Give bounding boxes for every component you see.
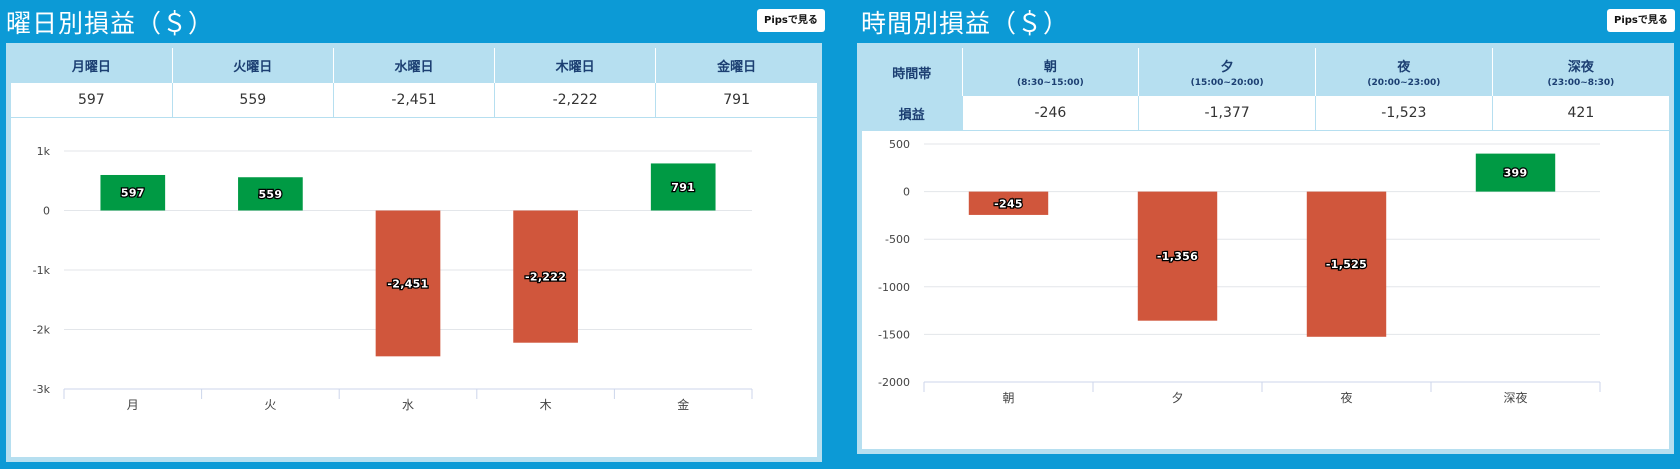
timeband-row-header: 時間帯: [862, 48, 962, 96]
timeband-header-row: 時間帯 朝 (8:30~15:00) 夕 (15:00~20:00) 夜 (20…: [862, 48, 1669, 96]
timeband-header-latenight-label: 深夜: [1567, 60, 1594, 75]
timeband-header-night-label: 夜: [1397, 60, 1411, 75]
timeband-header-night: 夜 (20:00~23:00): [1315, 48, 1493, 96]
timeband-bar-chart: 500 0 -500 -1000 -1500 -2000 -245 朝 -1,356 夕 -1,52…: [878, 138, 1601, 405]
timeband-ytick-label: -1500: [878, 328, 910, 341]
timeband-category-label: 夜: [1340, 390, 1352, 405]
timeband-data-label: 399: [1504, 167, 1528, 180]
weekday-category-label: 火: [264, 398, 276, 412]
timeband-ytick-label: -500: [885, 233, 910, 246]
timeband-category-label: 深夜: [1503, 390, 1527, 405]
timeband-data-label: -1,525: [1326, 258, 1367, 271]
timeband-ytick-label: -1000: [878, 281, 910, 294]
timeband-bar: [968, 191, 1049, 215]
weekday-title: 曜日別損益（＄）: [6, 9, 215, 38]
timeband-data-label: -245: [994, 197, 1023, 210]
timeband-ytick-label: 500: [889, 138, 910, 151]
weekday-ytick-label: -1k: [33, 264, 51, 277]
timeband-header-evening: 夕 (15:00~20:00): [1138, 48, 1316, 96]
weekday-category-label: 月: [127, 398, 139, 412]
timeband-bar: [1137, 191, 1218, 321]
weekday-data-label: 791: [671, 181, 695, 194]
timeband-category-label: 朝: [1002, 391, 1014, 405]
timeband-header-morning-range: (8:30~15:00): [1016, 78, 1084, 88]
weekday-ytick-label: 0: [43, 205, 50, 218]
weekday-value-tue: 559: [171, 83, 334, 118]
weekday-ytick-label: 1k: [37, 145, 51, 158]
weekday-card: 月曜日 火曜日 水曜日 木曜日 金曜日 597 559 -2,451 -2,22…: [6, 43, 822, 462]
weekday-header-tue: 火曜日: [171, 48, 334, 83]
weekday-bar: [100, 174, 166, 211]
weekday-category-label: 木: [540, 398, 552, 412]
weekday-data-label: -2,222: [525, 271, 566, 284]
weekday-bar: [375, 210, 441, 357]
weekday-value-wed: -2,451: [332, 83, 495, 118]
timeband-bar: [1306, 191, 1387, 337]
timeband-value-evening: -1,377: [1138, 96, 1316, 131]
weekday-bar-chart: 1k 0 -1k -2k -3k 597 月 559 火 -2,451 水 -2,222 木 791 金: [33, 145, 753, 412]
timeband-header-night-range: (20:00~23:00): [1367, 78, 1441, 88]
timeband-value-row: 損益 -246 -1,377 -1,523 421: [862, 96, 1669, 131]
weekday-category-label: 水: [402, 398, 414, 412]
timeband-header-evening-range: (15:00~20:00): [1190, 78, 1264, 88]
weekday-value-fri: 791: [655, 83, 817, 118]
weekday-header-fri: 金曜日: [655, 48, 817, 83]
timeband-value-morning: -246: [961, 96, 1139, 131]
weekday-category-label: 金: [677, 397, 689, 412]
timeband-category-label: 夕: [1171, 391, 1183, 405]
timeband-header-morning: 朝 (8:30~15:00): [961, 48, 1139, 96]
timeband-bar: [1475, 153, 1556, 192]
weekday-value-thu: -2,222: [494, 83, 656, 118]
timeband-value-latenight: 421: [1491, 96, 1669, 131]
weekday-bar: [513, 210, 578, 343]
weekday-header-row: 月曜日 火曜日 水曜日 木曜日 金曜日: [11, 48, 817, 83]
weekday-value-row: 597 559 -2,451 -2,222 791: [11, 83, 817, 118]
timeband-ytick-label: -2000: [878, 376, 910, 389]
weekday-data-label: 597: [121, 187, 145, 200]
timeband-summary-table: 時間帯 朝 (8:30~15:00) 夕 (15:00~20:00) 夜 (20…: [862, 48, 1669, 131]
weekday-bar: [650, 163, 716, 211]
weekday-header-thu: 木曜日: [494, 48, 656, 83]
timeband-pips-button[interactable]: Pipsで見る: [1607, 9, 1675, 32]
timeband-card: 時間帯 朝 (8:30~15:00) 夕 (15:00~20:00) 夜 (20…: [857, 43, 1674, 454]
weekday-bar: [238, 177, 303, 211]
weekday-ytick-label: -2k: [33, 324, 51, 337]
timeband-header-morning-label: 朝: [1043, 60, 1057, 75]
timeband-header-evening-label: 夕: [1220, 60, 1234, 75]
weekday-data-label: 559: [258, 188, 282, 201]
weekday-data-label: -2,451: [387, 277, 428, 290]
timeband-value-row-header: 損益: [862, 96, 962, 131]
weekday-ytick-label: -3k: [33, 383, 51, 396]
timeband-header-latenight: 深夜 (23:00~8:30): [1491, 48, 1669, 96]
weekday-header-mon: 月曜日: [11, 48, 173, 83]
weekday-header-wed: 水曜日: [332, 48, 495, 83]
weekday-value-mon: 597: [11, 83, 173, 118]
timeband-ytick-label: 0: [903, 186, 910, 199]
timeband-header-latenight-range: (23:00~8:30): [1547, 78, 1615, 88]
weekday-summary-table: 月曜日 火曜日 水曜日 木曜日 金曜日 597 559 -2,451 -2,22…: [11, 48, 817, 118]
timeband-value-night: -1,523: [1315, 96, 1493, 131]
weekday-pips-button[interactable]: Pipsで見る: [757, 9, 825, 32]
timeband-data-label: -1,356: [1157, 250, 1198, 263]
timeband-title: 時間別損益（＄）: [861, 9, 1070, 38]
